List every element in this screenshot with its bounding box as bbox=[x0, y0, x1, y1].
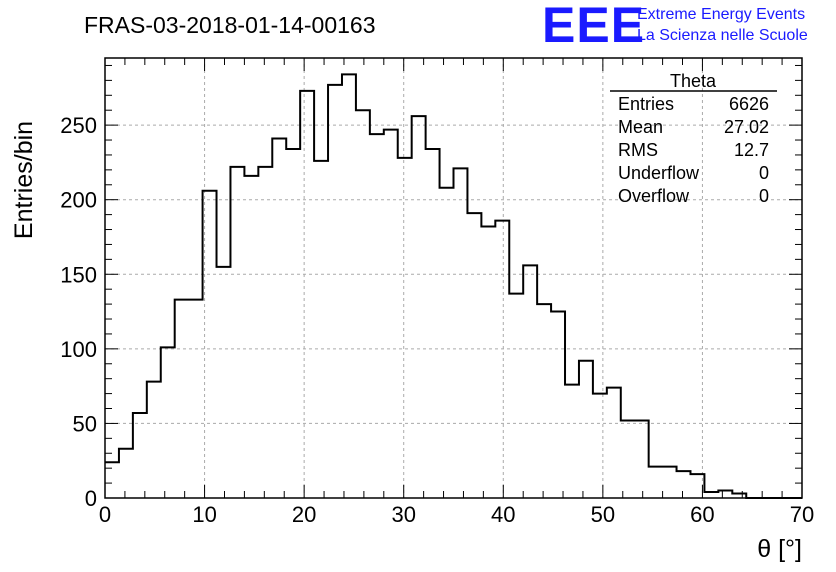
stats-rows: Entries 6626 Mean 27.02 RMS 12.7 Underflow 0 Ove… bbox=[618, 94, 769, 206]
y-axis-label: Entries/bin bbox=[10, 121, 38, 239]
stats-value: 27.02 bbox=[724, 117, 769, 137]
stats-title: Theta bbox=[670, 71, 717, 91]
grid bbox=[105, 58, 802, 498]
stats-value: 0 bbox=[759, 186, 769, 206]
x-tick-label: 30 bbox=[391, 502, 415, 527]
x-tick-label: 0 bbox=[99, 502, 111, 527]
logo-line-2: La Scienza nelle Scuole bbox=[637, 27, 808, 44]
stats-label: Overflow bbox=[618, 186, 690, 206]
y-tick-label: 200 bbox=[60, 188, 97, 213]
y-tick-label: 250 bbox=[60, 113, 97, 138]
stats-label: Mean bbox=[618, 117, 663, 137]
x-tick-label: 60 bbox=[690, 502, 714, 527]
y-tick-label: 50 bbox=[73, 411, 97, 436]
plot-frame bbox=[104, 57, 803, 499]
axis-ticks bbox=[104, 58, 803, 499]
eee-logo: EEE Extreme Energy Events La Scienza nel… bbox=[542, 0, 808, 53]
histogram-outline bbox=[105, 73, 802, 499]
stats-box: Theta Entries 6626 Mean 27.02 RMS 12.7 Underfl… bbox=[610, 71, 777, 206]
stats-value: 6626 bbox=[729, 94, 769, 114]
x-tick-labels: 0 10 20 30 40 50 60 70 bbox=[99, 502, 814, 527]
stats-value: 12.7 bbox=[734, 140, 769, 160]
stats-label: Underflow bbox=[618, 163, 700, 183]
x-axis-label: θ [°] bbox=[757, 535, 802, 563]
x-tick-label: 40 bbox=[491, 502, 515, 527]
chart-title: FRAS-03-2018-01-14-00163 bbox=[84, 12, 376, 38]
x-tick-label: 20 bbox=[292, 502, 316, 527]
stats-label: Entries bbox=[618, 94, 674, 114]
x-tick-label: 70 bbox=[790, 502, 814, 527]
x-tick-label: 10 bbox=[192, 502, 216, 527]
y-tick-label: 0 bbox=[85, 486, 97, 511]
stats-value: 0 bbox=[759, 163, 769, 183]
stats-label: RMS bbox=[618, 140, 658, 160]
logo-line-1: Extreme Energy Events bbox=[637, 6, 805, 23]
y-tick-label: 100 bbox=[60, 337, 97, 362]
y-tick-label: 150 bbox=[60, 262, 97, 287]
logo-letters: EEE bbox=[542, 0, 645, 53]
y-tick-labels: 0 50 100 150 200 250 bbox=[60, 113, 97, 511]
x-tick-label: 50 bbox=[591, 502, 615, 527]
